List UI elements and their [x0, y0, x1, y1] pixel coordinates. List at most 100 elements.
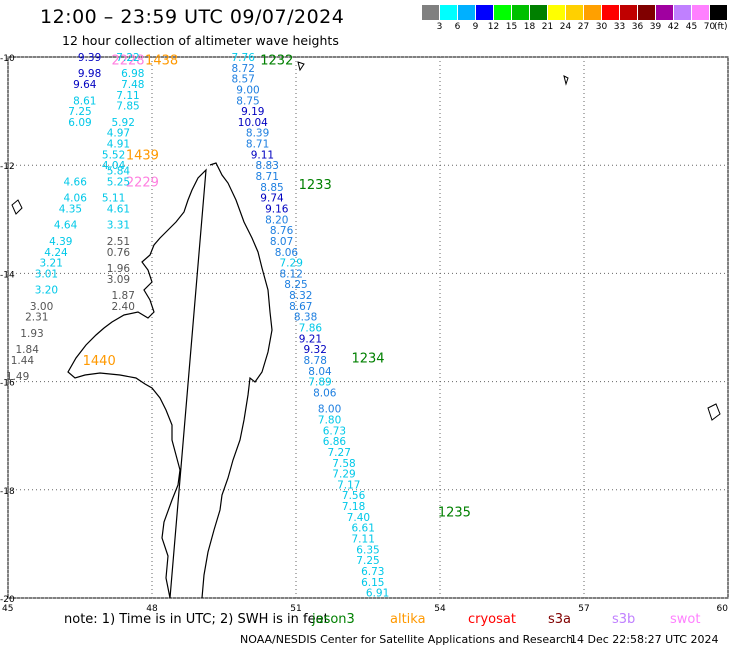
color-swatch: [458, 5, 475, 20]
swh-value: 7.76: [232, 52, 256, 64]
legend-altika: altika: [390, 612, 426, 627]
swh-value: 9.98: [78, 68, 101, 80]
swh-value: 1.84: [16, 344, 40, 356]
color-scale-label: 70: [703, 22, 716, 32]
swh-value: 4.97: [107, 128, 130, 140]
swh-value: 4.06: [64, 193, 88, 205]
swh-value: 8.71: [246, 139, 269, 151]
swh-value: 8.57: [232, 74, 255, 86]
color-scale-label: 30: [595, 22, 608, 32]
lon-tick-label: 57: [578, 604, 589, 614]
color-scale-label: 9: [472, 22, 479, 32]
swh-value: 8.72: [232, 63, 255, 75]
swh-value: 8.85: [260, 182, 283, 194]
swh-value: 9.00: [236, 84, 259, 96]
wave-height-values: 9.399.989.648.617.256.094.664.064.354.64…: [6, 52, 389, 600]
swh-value: 7.29: [280, 258, 303, 270]
swh-value: 4.61: [107, 203, 130, 215]
swh-value: 8.67: [289, 301, 312, 313]
swh-value: 8.39: [246, 128, 269, 140]
swh-value: 2.31: [25, 312, 48, 324]
swh-value: 4.04: [102, 160, 126, 172]
swh-value: 8.75: [236, 95, 259, 107]
swh-value: 7.56: [342, 490, 366, 502]
swh-value: 4.64: [54, 220, 78, 232]
color-swatch: [710, 5, 727, 20]
swh-value: 2.51: [107, 236, 130, 248]
swh-value: 6.73: [361, 566, 384, 578]
swh-value: 3.01: [35, 268, 58, 280]
color-swatch: [548, 5, 565, 20]
color-swatch: [566, 5, 583, 20]
swh-value: 1.93: [20, 328, 43, 340]
swh-value: 3.20: [35, 285, 58, 297]
swh-value: 8.06: [313, 387, 337, 399]
color-swatch: [674, 5, 691, 20]
swh-value: 1.96: [107, 263, 131, 275]
credit-line: NOAA/NESDIS Center for Satellite Applica…: [240, 633, 574, 646]
color-swatch: [638, 5, 655, 20]
swh-value: 6.35: [356, 544, 379, 556]
swh-value: 8.07: [270, 236, 293, 248]
swh-value: 7.17: [337, 479, 360, 491]
swh-value: 6.61: [352, 523, 375, 535]
swh-value: 9.74: [260, 193, 284, 205]
swh-value: 8.78: [304, 355, 327, 367]
swh-value: 4.91: [107, 139, 130, 151]
color-scale-label: 42: [667, 22, 680, 32]
swh-value: 8.04: [308, 366, 332, 378]
swh-value: 1.87: [112, 290, 135, 302]
color-swatch: [656, 5, 673, 20]
swh-value: 8.38: [294, 312, 317, 324]
swh-value: 1.49: [6, 371, 29, 383]
swh-value: 4.24: [44, 247, 68, 259]
swh-value: 4.35: [59, 203, 82, 215]
mayotte-island: [11, 199, 23, 215]
legend-s3b: s3b: [612, 612, 636, 627]
swh-value: 6.91: [366, 588, 389, 600]
swh-value: 8.76: [270, 225, 294, 237]
swh-value: 4.66: [64, 176, 88, 188]
color-scale-label: 15: [505, 22, 518, 32]
swh-value: 10.04: [238, 117, 268, 129]
reunion-island: [707, 403, 721, 421]
glorieuses-island: [297, 61, 305, 72]
color-scale-label: 12: [487, 22, 500, 32]
swh-value: 9.16: [265, 203, 289, 215]
color-swatch: [692, 5, 709, 20]
legend-cryosat: cryosat: [468, 612, 516, 627]
swh-value: 8.61: [73, 95, 96, 107]
swh-value: 0.76: [107, 247, 131, 259]
swh-value: 9.11: [251, 149, 274, 161]
lon-tick-label: 54: [434, 604, 446, 614]
swh-value: 3.21: [40, 258, 63, 270]
track-time-label: 2229: [126, 175, 159, 190]
color-scale-label: 27: [577, 22, 590, 32]
legend-s3a: s3a: [548, 612, 572, 627]
color-scale-label: 36: [631, 22, 644, 32]
lat-tick-label: -12: [0, 162, 15, 172]
color-swatch: [422, 5, 439, 20]
color-swatch: [530, 5, 547, 20]
lon-tick-label: 48: [146, 604, 158, 614]
swh-value: 7.11: [116, 90, 139, 102]
swh-value: 1.44: [11, 355, 35, 367]
swh-value: 8.32: [289, 290, 312, 302]
lat-tick-label: -14: [0, 270, 15, 280]
legend-jason3: jason3: [312, 612, 355, 627]
swh-value: 3.00: [30, 301, 53, 313]
swh-value: 5.25: [107, 176, 130, 188]
swh-value: 8.20: [265, 214, 288, 226]
track-time-label: 1439: [126, 148, 159, 163]
swh-value: 8.25: [284, 279, 307, 291]
swh-value: 4.39: [49, 236, 72, 248]
tromelin-island: [563, 75, 569, 86]
track-time-label: 2228: [111, 54, 144, 69]
map-title: 12:00 – 23:59 UTC 09/07/2024: [40, 6, 345, 28]
swh-value: 3.09: [107, 274, 130, 286]
color-swatch: [476, 5, 493, 20]
color-scale-label: 3: [436, 22, 443, 32]
track-time-label: 1438: [145, 54, 178, 69]
color-scale-label: 33: [613, 22, 626, 32]
